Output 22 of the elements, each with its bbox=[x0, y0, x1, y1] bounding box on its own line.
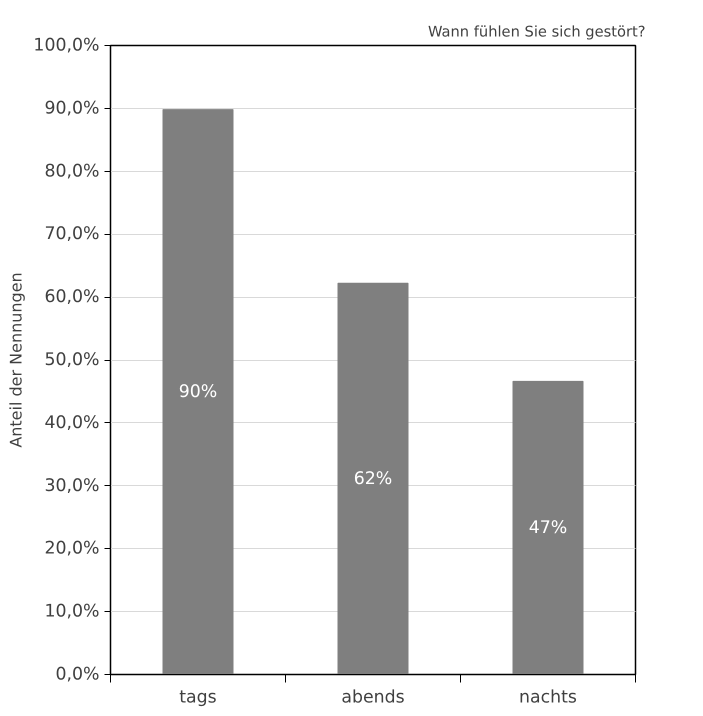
y-tick-label: 40,0% bbox=[44, 412, 100, 433]
y-tick-label: 0,0% bbox=[55, 664, 100, 684]
y-tick-label: 80,0% bbox=[44, 161, 100, 182]
x-tick-label: tags bbox=[179, 688, 217, 708]
y-tick-label: 30,0% bbox=[44, 476, 100, 496]
y-tick-label: 10,0% bbox=[44, 602, 100, 622]
y-tick-label: 60,0% bbox=[44, 287, 100, 308]
bar bbox=[338, 282, 408, 674]
y-tick-label: 50,0% bbox=[44, 350, 100, 370]
bar bbox=[162, 109, 234, 674]
bar bbox=[512, 380, 584, 674]
y-tick-label: 70,0% bbox=[44, 224, 100, 244]
data-label: 47% bbox=[528, 518, 568, 538]
y-axis-title: Anteil der Nennungen bbox=[6, 272, 26, 448]
chart-title: Wann fühlen Sie sich gestört? bbox=[428, 24, 646, 40]
x-tick-label: nachts bbox=[519, 688, 577, 708]
y-tick-label: 90,0% bbox=[44, 98, 100, 118]
y-tick-label: 100,0% bbox=[33, 36, 100, 56]
x-tick-label: abends bbox=[341, 688, 405, 708]
y-tick-label: 20,0% bbox=[44, 538, 100, 559]
data-label: 90% bbox=[178, 382, 218, 402]
data-label: 62% bbox=[354, 468, 392, 489]
